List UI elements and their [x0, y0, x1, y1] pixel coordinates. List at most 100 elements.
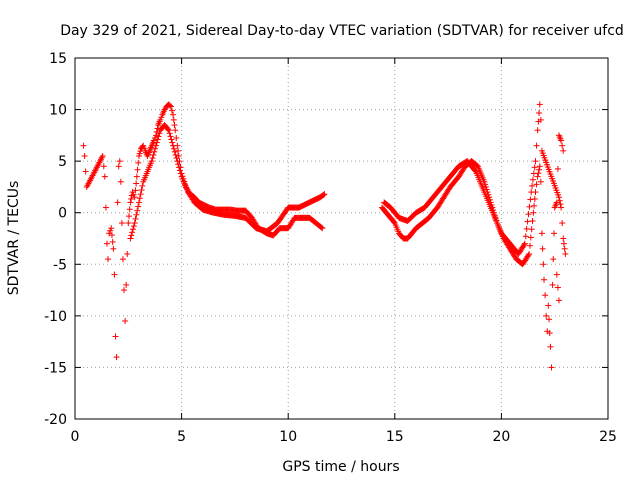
data-point — [548, 364, 555, 371]
data-point — [526, 250, 533, 257]
data-point — [127, 199, 134, 206]
grid-lines — [75, 58, 608, 419]
data-point — [118, 220, 125, 227]
data-point — [167, 103, 174, 110]
data-point — [171, 148, 178, 155]
data-point — [550, 256, 557, 263]
data-point — [554, 165, 561, 172]
data-point — [150, 151, 157, 158]
data-point — [537, 178, 544, 185]
data-point — [158, 114, 165, 121]
data-point — [140, 142, 147, 149]
data-point — [130, 223, 137, 230]
data-point — [153, 132, 160, 139]
data-point — [522, 233, 529, 240]
data-point — [537, 116, 544, 123]
data-point — [559, 220, 566, 227]
data-point — [121, 287, 128, 294]
data-point — [149, 155, 156, 162]
data-point — [525, 211, 532, 218]
data-point — [546, 330, 553, 337]
data-point — [175, 147, 182, 154]
data-point — [130, 191, 137, 198]
x-tick-label: 0 — [71, 429, 80, 445]
data-point — [536, 101, 543, 108]
data-point — [528, 189, 535, 196]
data-point — [119, 256, 126, 263]
y-tick-label: -20 — [44, 412, 67, 428]
data-point — [174, 158, 181, 165]
data-point — [112, 333, 119, 340]
data-points — [80, 101, 569, 371]
data-point — [102, 204, 109, 211]
data-point — [541, 276, 548, 283]
data-point — [543, 312, 550, 319]
data-point — [560, 240, 567, 247]
data-point — [100, 163, 107, 170]
data-point — [177, 170, 184, 177]
data-point — [107, 227, 114, 234]
data-point — [135, 159, 142, 166]
data-point — [521, 241, 528, 248]
data-point — [536, 110, 543, 117]
x-tick-label: 10 — [279, 429, 297, 445]
data-point — [136, 195, 143, 202]
data-point — [538, 230, 545, 237]
y-tick-label: 0 — [58, 206, 67, 222]
data-point — [531, 202, 538, 209]
data-point — [122, 318, 129, 325]
data-point — [137, 191, 144, 198]
data-point — [123, 281, 130, 288]
y-axis-label: SDTVAR / TECUs — [6, 181, 22, 296]
data-point — [126, 206, 133, 213]
data-point — [81, 152, 88, 159]
data-point — [530, 209, 537, 216]
data-point — [172, 127, 179, 134]
data-point — [170, 145, 177, 152]
data-point — [534, 173, 541, 180]
x-tick-label: 25 — [599, 429, 617, 445]
data-point — [529, 176, 536, 183]
data-point — [134, 207, 141, 214]
data-point — [539, 245, 546, 252]
data-point — [132, 215, 139, 222]
data-point — [133, 211, 140, 218]
x-tick-label: 5 — [177, 429, 186, 445]
data-point — [135, 203, 142, 210]
data-point — [170, 116, 177, 123]
data-point — [154, 136, 161, 143]
data-point — [176, 167, 183, 174]
data-point — [169, 139, 176, 146]
data-point — [116, 158, 123, 165]
data-point — [131, 194, 138, 201]
y-tick-label: 10 — [49, 103, 67, 119]
data-point — [166, 130, 173, 137]
data-point — [156, 130, 163, 137]
data-point — [108, 232, 115, 239]
data-point — [128, 195, 135, 202]
data-point — [319, 225, 326, 232]
data-point — [167, 133, 174, 140]
y-tick-label: -10 — [44, 309, 67, 325]
data-point — [105, 256, 112, 263]
data-point — [153, 128, 160, 135]
data-point — [546, 316, 553, 323]
data-point — [533, 181, 540, 188]
data-point — [482, 181, 489, 188]
data-point — [176, 164, 183, 171]
data-point — [560, 235, 567, 242]
data-point — [152, 145, 159, 152]
data-point — [529, 217, 536, 224]
data-point — [173, 155, 180, 162]
data-point — [482, 183, 489, 190]
y-tick-label: -5 — [53, 257, 67, 273]
data-point — [131, 220, 138, 227]
y-tick-label: 5 — [58, 154, 67, 170]
data-point — [133, 180, 140, 187]
data-point — [534, 127, 541, 134]
data-point — [558, 204, 565, 211]
data-point — [545, 302, 552, 309]
data-point — [531, 164, 538, 171]
data-point — [173, 134, 180, 141]
data-point — [111, 271, 118, 278]
